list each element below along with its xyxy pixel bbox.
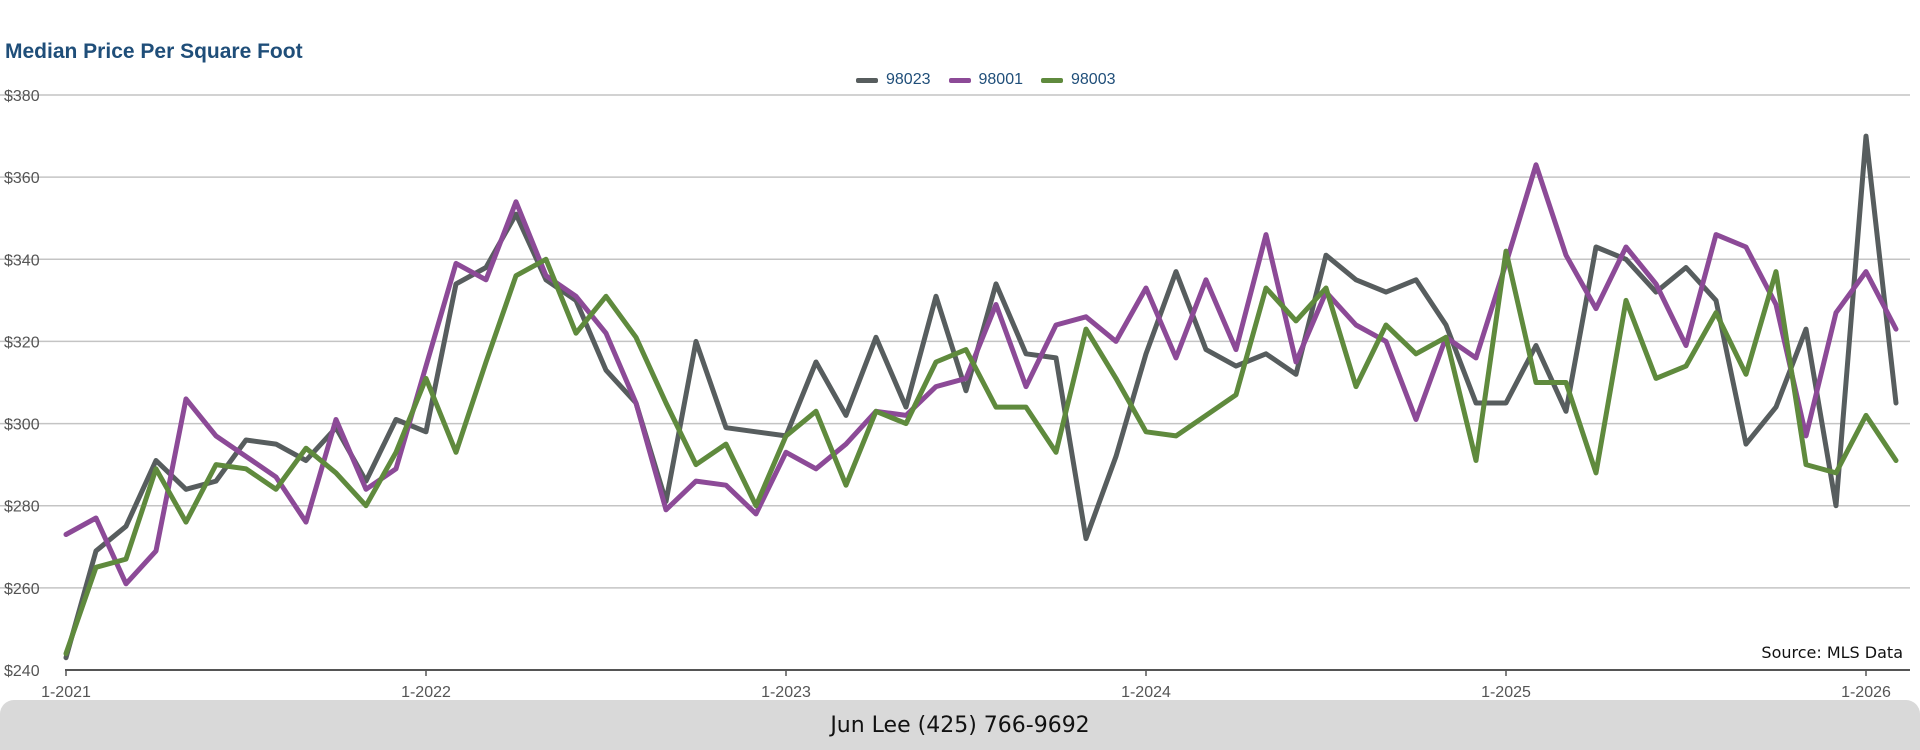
x-tick-label: 1-2022 [401,684,451,700]
series-line-98001 [63,162,1899,587]
series-line-98023 [63,133,1899,661]
footer-bar: Jun Lee (425) 766-9692 [0,700,1920,750]
y-tick-label: $380 [4,88,40,105]
legend-swatch [1041,77,1063,83]
x-tick-label: 1-2025 [1481,684,1531,700]
y-tick-label: $280 [4,499,40,516]
footer-contact: Jun Lee (425) 766-9692 [830,712,1090,738]
y-tick-label: $300 [4,417,40,434]
y-tick-label: $340 [4,252,40,269]
line-chart: $240 $260 $280 $300 $320 $340 $360 $380 1-2021 1-… [0,88,1910,700]
series-line-98003 [63,248,1899,657]
legend-label: 98023 [886,71,931,88]
x-tick-label: 1-2021 [41,684,91,700]
y-tick-label: $240 [4,663,40,680]
x-tick-label: 1-2026 [1841,684,1891,700]
legend-swatch [856,77,878,83]
source-annotation: Source: MLS Data [1761,643,1903,662]
legend-item-98003: 98003 [1041,71,1116,89]
legend-label: 98003 [1071,71,1116,88]
x-tick-label: 1-2024 [1121,684,1171,700]
legend-swatch [948,77,971,83]
legend: 98023 98001 98003 [856,70,1116,90]
y-tick-label: $360 [4,170,40,187]
legend-label: 98001 [978,71,1024,88]
y-tick-label: $320 [4,334,40,351]
chart-title: Median Price Per Square Foot [5,40,303,63]
y-tick-label: $260 [4,581,40,598]
legend-item-98001: 98001 [948,71,1024,89]
legend-item-98023: 98023 [856,71,931,89]
x-tick-label: 1-2023 [761,684,811,700]
